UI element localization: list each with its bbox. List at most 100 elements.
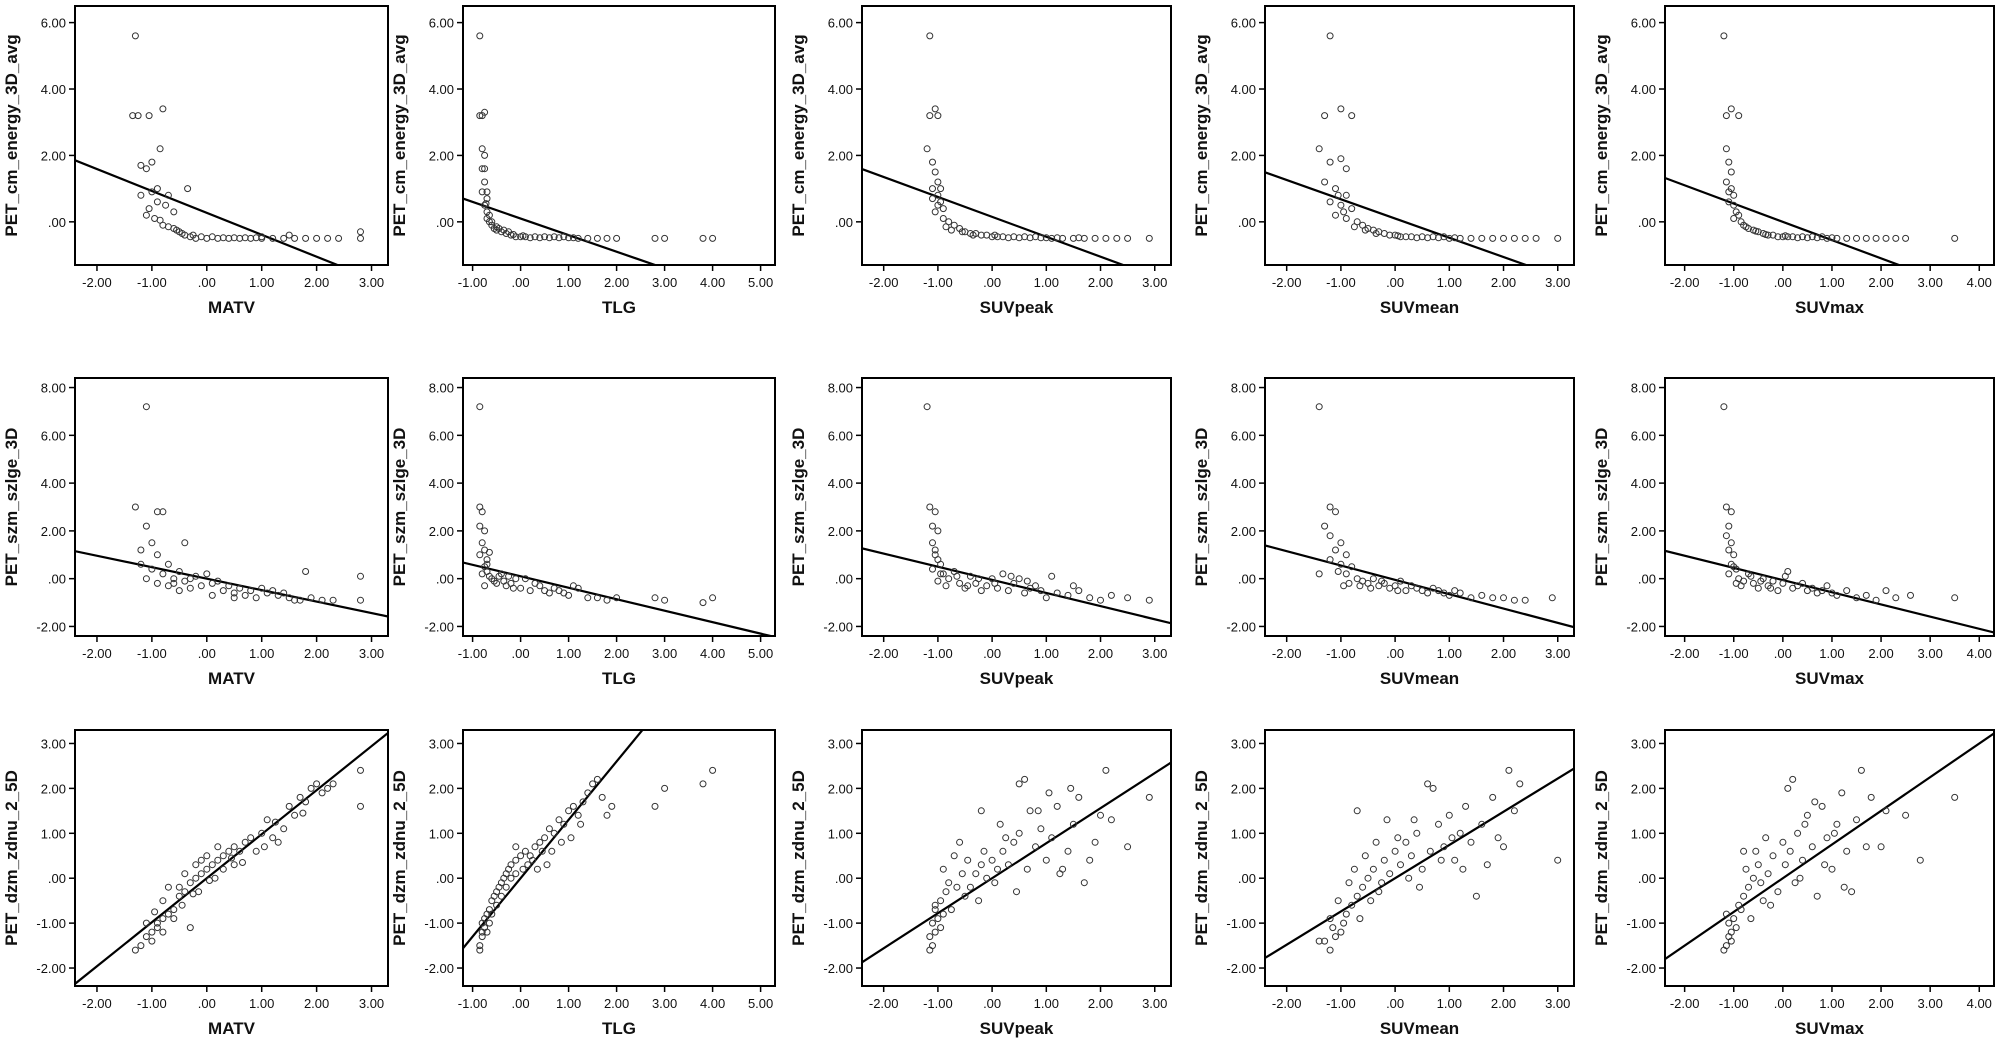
data-point bbox=[931, 508, 939, 516]
data-point bbox=[569, 234, 577, 242]
x-tick-label: -1.00 bbox=[1326, 996, 1356, 1011]
data-point bbox=[483, 556, 491, 564]
data-point bbox=[178, 901, 186, 909]
data-point bbox=[524, 861, 532, 869]
x-tick-label: -1.00 bbox=[1326, 646, 1356, 661]
data-point bbox=[507, 874, 515, 882]
x-tick-label: 1.00 bbox=[249, 275, 274, 290]
data-point bbox=[260, 843, 268, 851]
data-point bbox=[1759, 575, 1767, 583]
data-point bbox=[574, 234, 582, 242]
data-point bbox=[1145, 793, 1153, 801]
data-point bbox=[1730, 563, 1738, 571]
y-tick-label: -2.00 bbox=[36, 961, 66, 976]
data-point bbox=[934, 191, 942, 199]
data-point bbox=[1510, 807, 1518, 815]
data-point bbox=[357, 572, 364, 580]
data-point bbox=[929, 942, 936, 950]
plot-frame bbox=[1264, 5, 1575, 266]
data-point bbox=[1757, 879, 1765, 887]
data-point bbox=[1075, 587, 1083, 595]
x-tick-label: 3.00 bbox=[1918, 996, 1943, 1011]
data-point bbox=[495, 225, 503, 232]
data-point bbox=[1745, 883, 1752, 891]
data-point bbox=[271, 818, 279, 826]
y-axis-label: PET_cm_energy_3D_avg bbox=[390, 34, 409, 236]
data-point bbox=[485, 919, 493, 927]
data-point bbox=[1548, 594, 1556, 602]
x-tick-label: -2.00 bbox=[82, 275, 112, 290]
data-point bbox=[481, 108, 489, 116]
data-point bbox=[1145, 596, 1153, 604]
data-point bbox=[584, 789, 592, 797]
data-point bbox=[1013, 888, 1020, 896]
data-point bbox=[1353, 892, 1361, 900]
data-point bbox=[481, 178, 489, 186]
data-point bbox=[560, 820, 568, 828]
data-point bbox=[1767, 584, 1775, 592]
data-point bbox=[1737, 906, 1745, 914]
y-tick-label: 8.00 bbox=[1631, 381, 1656, 396]
data-point bbox=[565, 234, 573, 242]
y-tick-label: .00 bbox=[48, 871, 66, 886]
data-point bbox=[225, 847, 233, 855]
data-point bbox=[131, 32, 139, 40]
data-point bbox=[977, 587, 985, 595]
data-point bbox=[1102, 234, 1110, 242]
data-point bbox=[137, 560, 145, 568]
data-point bbox=[1037, 825, 1045, 833]
data-point bbox=[175, 892, 183, 900]
scatter-plot-1-0: -2.00 -1.00 .00 1.00 2.00 3.00 -2.00 .00 2.00 4.0… bbox=[2, 377, 389, 688]
x-tick-label: 1.00 bbox=[1437, 646, 1462, 661]
data-point bbox=[495, 572, 503, 580]
y-axis-label: PET_cm_energy_3D_avg bbox=[2, 34, 21, 236]
data-point bbox=[1500, 234, 1507, 242]
data-point bbox=[170, 208, 178, 216]
data-point bbox=[230, 861, 238, 869]
data-point bbox=[1397, 861, 1404, 869]
data-point bbox=[1840, 883, 1848, 891]
y-tick-label: 2.00 bbox=[429, 524, 454, 539]
data-point bbox=[931, 901, 939, 909]
x-tick-label: 2.00 bbox=[304, 996, 329, 1011]
y-tick-label: 2.00 bbox=[429, 148, 454, 163]
data-point bbox=[1315, 145, 1323, 153]
data-point bbox=[324, 234, 332, 242]
y-axis-label: PET_cm_energy_3D_avg bbox=[789, 34, 808, 236]
data-point bbox=[1796, 874, 1804, 882]
data-point bbox=[1752, 227, 1760, 235]
data-point bbox=[318, 596, 326, 604]
data-point bbox=[1774, 233, 1782, 241]
data-point bbox=[526, 234, 534, 242]
x-tick-label: 3.00 bbox=[1545, 996, 1570, 1011]
data-point bbox=[517, 852, 525, 860]
data-point bbox=[230, 589, 238, 597]
data-point bbox=[543, 861, 551, 869]
x-tick-label: .00 bbox=[512, 996, 530, 1011]
x-tick-label: -2.00 bbox=[869, 996, 899, 1011]
data-point bbox=[478, 539, 486, 547]
data-point bbox=[1342, 910, 1350, 918]
data-point bbox=[942, 582, 950, 590]
data-point bbox=[709, 594, 717, 602]
data-point bbox=[1010, 233, 1018, 241]
data-point bbox=[1727, 937, 1735, 945]
data-point bbox=[137, 942, 145, 950]
x-tick-label: 3.00 bbox=[1545, 646, 1570, 661]
data-point bbox=[153, 924, 161, 932]
x-axis-label: MATV bbox=[208, 1019, 256, 1038]
x-tick-label: 3.00 bbox=[1918, 275, 1943, 290]
data-point bbox=[1359, 883, 1367, 891]
y-tick-label: .00 bbox=[835, 215, 853, 230]
y-tick-label: 2.00 bbox=[1231, 524, 1256, 539]
scatter-plot-2-2: -2.00 -1.00 .00 1.00 2.00 3.00 -2.00 -1.00 .00 1.… bbox=[789, 729, 1172, 1038]
data-point bbox=[1882, 807, 1890, 815]
data-point bbox=[159, 105, 167, 113]
data-point bbox=[228, 854, 235, 862]
regression-line bbox=[1265, 767, 1574, 959]
data-point bbox=[1394, 834, 1402, 842]
data-point bbox=[1745, 570, 1752, 578]
y-tick-label: -1.00 bbox=[1626, 916, 1656, 931]
y-tick-label: -1.00 bbox=[1226, 916, 1256, 931]
x-tick-label: 2.00 bbox=[1491, 275, 1516, 290]
